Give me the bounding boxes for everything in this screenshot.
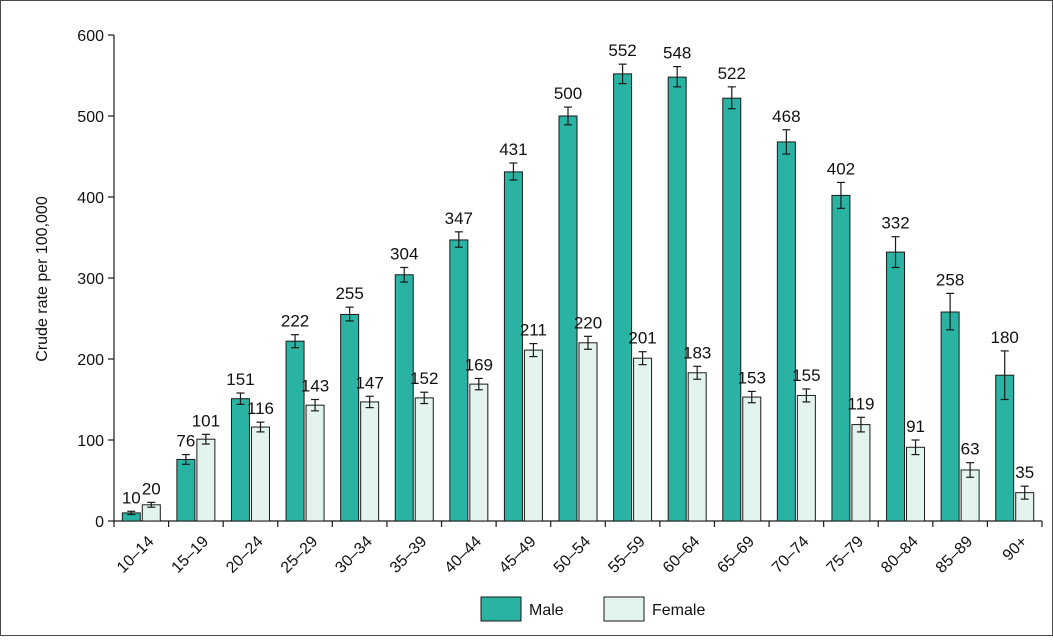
male-value-label: 180 [991,328,1019,347]
male-bar [722,97,742,522]
female-bar [742,396,762,522]
female-value-label: 35 [1015,463,1034,482]
x-tick-label: 90+ [1000,533,1031,564]
y-axis-title: Crude rate per 100,000 [34,196,51,362]
male-legend-swatch [480,596,522,622]
male-value-label: 304 [390,244,418,263]
female-value-label: 91 [906,417,925,436]
x-tick-label: 70–74 [769,533,813,577]
female-bar [360,401,380,522]
female-value-label: 116 [247,399,274,418]
female-bar [796,394,816,522]
female-value-label: 169 [465,355,493,374]
x-tick-label: 65–69 [714,533,758,577]
male-value-label: 468 [772,107,800,126]
y-tick-label: 600 [77,28,104,45]
male-value-label: 402 [827,159,855,178]
male-value-label: 255 [335,284,363,303]
x-tick-label: 15–19 [169,533,213,577]
female-legend-label: Female [652,602,705,619]
female-bar [578,342,598,522]
male-value-label: 548 [663,44,691,63]
y-tick-label: 0 [95,514,104,531]
legend: Male Female [480,596,705,622]
x-tick-label: 60–64 [660,533,704,577]
male-value-label: 347 [445,209,473,228]
x-tick-label: 45–49 [496,533,540,577]
x-tick-label: 10–14 [114,533,158,577]
male-bar [394,274,414,522]
male-value-label: 500 [554,84,582,103]
female-value-label: 220 [574,313,602,332]
male-value-label: 151 [226,370,254,389]
male-value-label: 522 [718,64,746,83]
male-bar [667,76,687,522]
female-value-label: 101 [192,411,220,430]
male-value-label: 222 [281,312,309,331]
x-tick-label: 80–84 [878,533,922,577]
female-value-label: 201 [628,329,656,348]
female-bar [196,438,216,522]
female-bar [633,357,653,522]
female-value-label: 20 [142,479,161,498]
female-value-label: 152 [410,369,438,388]
bars: 10 76 151 222 255 304 347 431 500 552 548 522 468 402… [121,41,1035,522]
y-tick-label: 400 [77,190,104,207]
x-tick-label: 75–79 [824,533,868,577]
male-bar [831,194,851,522]
male-value-label: 552 [608,41,636,60]
female-value-label: 143 [301,377,329,396]
x-tick-label: 40–44 [442,533,486,577]
female-value-label: 183 [683,343,711,362]
x-tick-label: 30–34 [332,533,376,577]
female-bar [305,404,325,522]
female-value-label: 147 [355,373,383,392]
male-bar [503,171,523,522]
male-bar [340,313,360,522]
male-value-label: 76 [176,432,195,451]
male-bar [285,340,305,522]
x-tick-label: 25–29 [278,533,322,577]
y-tick-label: 500 [77,109,104,126]
male-bar [613,73,633,522]
male-bar [886,251,906,522]
male-value-label: 10 [122,488,141,507]
female-bar [414,397,434,522]
male-legend-label: Male [529,602,564,619]
male-bar [449,239,469,522]
female-bar [851,424,871,522]
x-tick-label: 50–54 [551,533,595,577]
male-bar [176,458,196,522]
y-tick-label: 100 [77,433,104,450]
x-tick-label: 55–59 [605,533,649,577]
female-bar [523,349,543,522]
female-bar [469,383,489,522]
female-bar [687,372,707,522]
male-value-label: 431 [499,140,527,159]
female-bar [906,446,926,522]
female-legend-swatch [603,596,645,622]
female-value-label: 153 [738,368,766,387]
y-tick-label: 300 [77,271,104,288]
x-tick-label: 35–39 [387,533,431,577]
male-bar [940,311,960,522]
male-bar [776,141,796,522]
female-value-label: 63 [961,440,980,459]
female-value-label: 155 [792,366,820,385]
female-bar [250,426,270,522]
male-value-label: 258 [936,270,964,289]
male-value-label: 332 [881,214,909,233]
female-value-label: 119 [847,394,874,413]
x-tick-label: 20–24 [223,533,267,577]
female-value-label: 211 [520,321,547,340]
y-tick-label: 200 [77,352,104,369]
x-tick-label: 85–89 [933,533,977,577]
